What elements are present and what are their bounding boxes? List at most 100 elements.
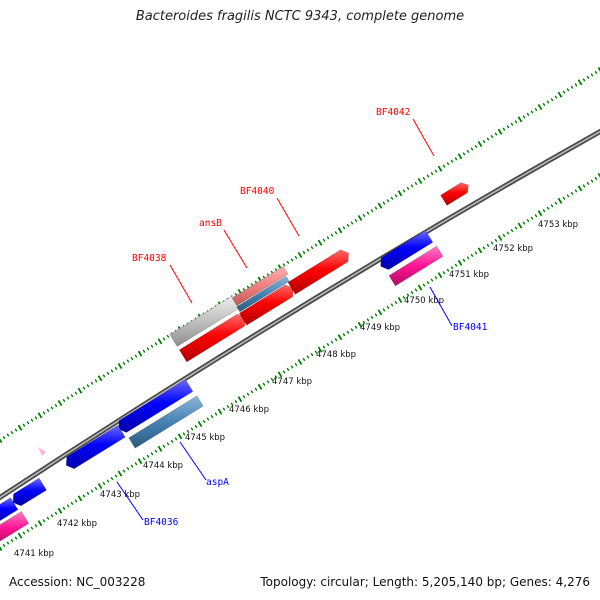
forward-ring-tick [70,393,74,398]
reverse-ring-tick [390,303,394,307]
feature-red-cds-2[interactable] [238,284,294,326]
forward-ring-tick [162,337,166,341]
reverse-ring-tick [110,476,114,481]
feature-blue-cds-2[interactable] [118,379,194,433]
reverse-ring-tick [394,300,398,305]
forward-ring-tick [546,100,550,104]
reverse-ring-tick [454,263,458,267]
forward-ring-tick [537,103,543,111]
topology-label: Topology: circular; Length: 5,205,140 bp… [260,575,590,589]
feature-steel-strip[interactable] [236,275,290,313]
reverse-ring-tick [90,489,94,493]
forward-ring-tick [474,144,478,149]
forward-ring-tick [414,181,418,186]
forward-ring-tick [554,95,558,99]
forward-ring-tick [590,73,594,77]
forward-ring-tick [90,381,94,385]
map-title: Bacteroides fragilis NCTC 9343, complete… [135,9,465,24]
reverse-ring-tick [406,293,410,297]
callout-line [223,229,248,269]
feature-small-marker[interactable] [38,447,46,456]
reverse-ring-tick [517,222,523,229]
gene-label-bf4040[interactable]: BF4040 [240,186,275,197]
reverse-ring-tick [550,204,554,208]
reverse-ring-tick [494,238,498,243]
reverse-ring-tick [337,334,343,341]
feature-aspa[interactable] [128,395,204,449]
forward-ring-tick [457,153,463,160]
forward-ring-tick [137,350,143,357]
gene-label-bf4036[interactable]: BF4036 [144,517,179,528]
reverse-ring-tick [586,181,590,186]
forward-ring-tick [54,403,58,408]
reverse-ring-tick [297,358,303,366]
forward-ring-tick [357,214,363,222]
feature-blue-cds-1[interactable] [65,424,126,470]
reverse-ring-tick [346,330,350,334]
forward-ring-tick [350,221,354,225]
forward-ring-tick [594,70,598,75]
callout-line [412,118,435,157]
reverse-ring-tick [226,404,230,409]
feature-bf4036[interactable] [12,477,47,507]
forward-ring-tick [297,251,303,259]
reverse-ring-tick [310,352,314,357]
forward-ring-tick [106,371,110,376]
forward-ring-tick [6,433,10,437]
forward-ring-tick [314,243,318,247]
forward-ring-tick [46,408,50,413]
forward-ring-tick [62,398,66,403]
gene-label-bf4041[interactable]: BF4041 [453,322,488,333]
reverse-ring-tick [170,439,174,444]
forward-tick-ring [0,66,600,444]
gene-label-aspa[interactable]: aspA [206,477,229,488]
gene-label-bf4042[interactable]: BF4042 [376,107,410,118]
forward-ring-tick [534,107,538,112]
reverse-ring-tick [474,251,478,255]
forward-ring-tick [302,250,306,255]
reverse-ring-tick [214,412,218,416]
forward-ring-tick [154,342,158,346]
forward-ring-tick [417,177,423,185]
reverse-ring-tick [426,280,430,285]
reverse-ring-tick [42,519,46,523]
reverse-ring-tick [157,445,163,452]
feature-blue-cds-0[interactable] [0,497,19,523]
gene-label-bf4038[interactable]: BF4038 [132,253,167,264]
reverse-ring-tick [482,246,486,250]
reverse-ring-tick [14,536,18,540]
forward-ring-tick [326,236,330,240]
forward-ring-tick [570,85,574,89]
reverse-ring-tick [306,355,310,359]
feature-ansb[interactable] [231,265,289,307]
reverse-ring-tick [506,231,510,235]
reverse-ring-tick [462,258,466,262]
forward-ring-tick [366,211,370,215]
forward-ring-tick [322,238,326,242]
feature-bf4041[interactable] [388,245,444,287]
feature-pink-cds-0[interactable] [0,511,30,545]
forward-ring-tick [17,424,23,431]
reverse-ring-tick [82,494,86,498]
forward-ring-tick [577,79,583,86]
forward-ring-tick [50,406,54,410]
forward-ring-tick [10,430,14,435]
reverse-ring-tick [434,276,438,280]
forward-ring-tick [342,226,346,230]
reverse-ring-tick [386,305,390,310]
reverse-ring-tick [270,377,274,382]
forward-ring-tick [306,248,310,252]
tick-label: 4748 kbp [316,350,356,360]
forward-ring-tick [110,369,114,373]
reverse-ring-tick [366,318,370,322]
forward-ring-tick [370,208,374,213]
forward-ring-tick [506,125,510,129]
feature-bf4040[interactable] [287,249,349,295]
reverse-ring-tick [282,370,286,374]
gene-label-ansb[interactable]: ansB [199,218,222,229]
feature-bf4042[interactable] [440,182,469,206]
forward-ring-tick [514,120,518,124]
feature-blue-cds-3[interactable] [380,229,434,270]
reverse-ring-tick [54,511,58,515]
reverse-ring-tick [530,216,534,220]
